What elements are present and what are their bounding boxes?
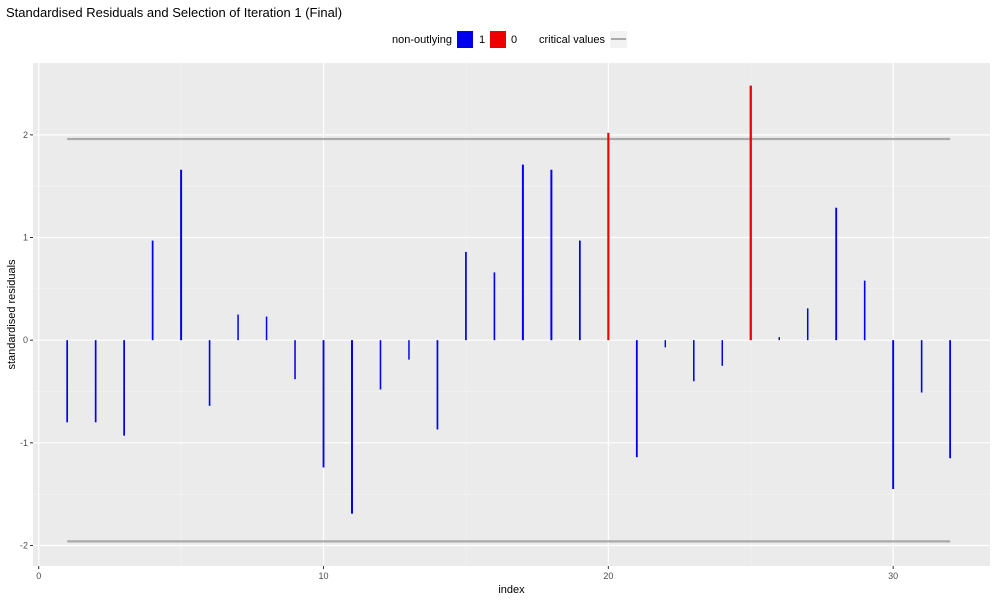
residual-bar [550,169,553,341]
residual-bar [294,340,296,380]
y-tick-label: 2 [23,130,28,140]
x-axis-label: index [498,584,525,596]
y-tick-label: -2 [20,540,28,550]
residual-bar [123,340,126,436]
y-axis-label: standardised residuals [6,259,18,370]
legend-swatch-1 [457,31,473,48]
residual-bar [863,280,866,341]
residual-bar [436,340,439,430]
residual-bar [322,340,325,468]
y-tick-label: 1 [23,233,28,243]
residual-bar [578,240,581,341]
residual-bar [66,340,69,423]
residual-bar [949,340,952,459]
residual-bar [892,340,895,490]
x-tick-label: 20 [603,571,613,581]
legend-line-title: critical values [539,34,606,46]
residual-bar [521,164,524,341]
residual-bar [94,340,97,423]
y-tick-label: -1 [20,438,28,448]
legend-label-1: 1 [479,34,486,46]
legend-label-0: 0 [511,34,518,46]
residual-bar [379,340,382,390]
legend-swatch-0 [490,31,506,48]
residual-bar [664,340,667,348]
legend: non-outlying 1 0 critical values [0,30,1000,52]
residual-bar [721,340,724,366]
x-tick-label: 0 [36,571,41,581]
residual-bar [778,337,780,341]
residual-bar [465,251,467,341]
residual-bar [237,314,239,341]
residual-bar [635,340,638,458]
legend-line-key [610,31,627,48]
residual-bar [151,240,154,341]
residual-bar [607,132,610,341]
x-tick-label: 30 [888,571,898,581]
residual-bar [693,340,695,382]
panel-background [33,63,990,566]
residual-bar [208,340,211,406]
residual-bar [265,316,268,341]
residual-bar [835,207,838,341]
x-tick-label: 10 [319,571,329,581]
residual-bar [408,340,410,360]
residual-bar [180,169,183,341]
y-tick-label: 0 [23,335,28,345]
chart-title: Standardised Residuals and Selection of … [6,5,343,20]
residual-bar [351,340,353,514]
residual-bar [920,340,923,393]
residual-bar [749,85,752,341]
residual-bar [493,272,496,341]
legend-fill-title: non-outlying [392,34,452,46]
residual-bar [806,308,809,341]
